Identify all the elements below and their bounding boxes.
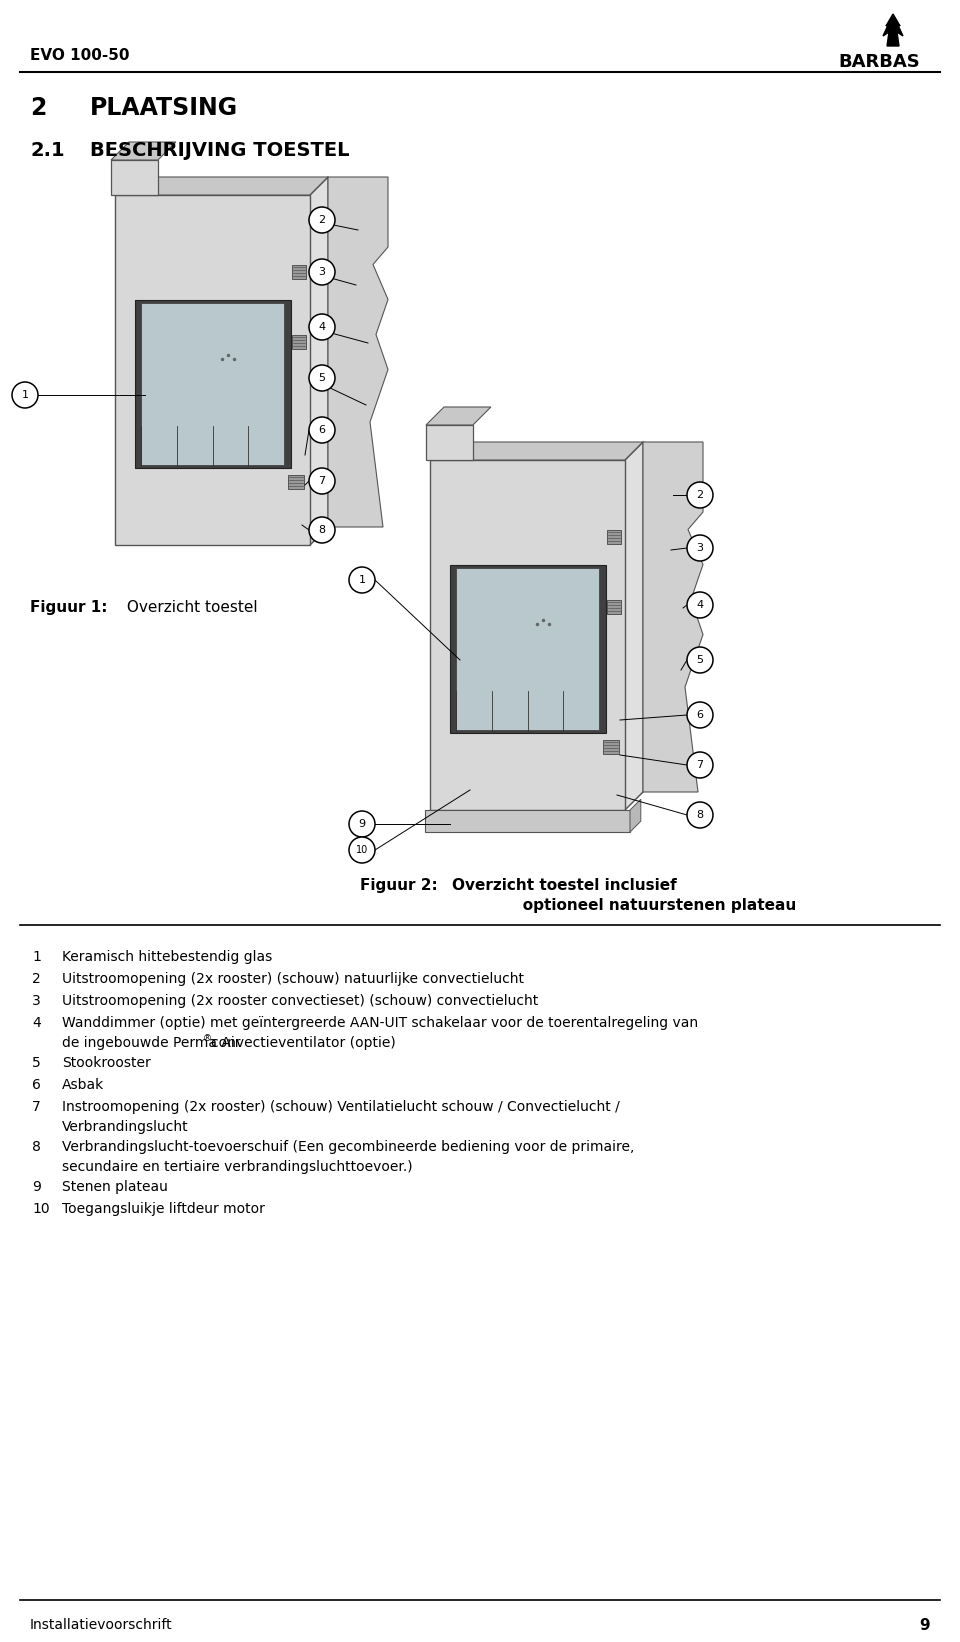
Polygon shape: [643, 442, 703, 791]
Text: 6: 6: [32, 1079, 41, 1092]
Text: 1: 1: [21, 391, 29, 401]
Text: Verbrandingslucht: Verbrandingslucht: [62, 1120, 188, 1135]
Circle shape: [12, 383, 38, 407]
FancyBboxPatch shape: [603, 741, 619, 754]
Text: 2.1: 2.1: [30, 141, 64, 159]
Text: 5: 5: [697, 655, 704, 665]
Text: 3: 3: [319, 268, 325, 277]
Text: Verbrandingslucht-toevoerschuif (Een gecombineerde bediening voor de primaire,: Verbrandingslucht-toevoerschuif (Een gec…: [62, 1140, 635, 1154]
FancyBboxPatch shape: [115, 195, 310, 545]
Text: PLAATSING: PLAATSING: [90, 95, 238, 120]
Circle shape: [309, 517, 335, 544]
Text: Uitstroomopening (2x rooster) (schouw) natuurlijke convectielucht: Uitstroomopening (2x rooster) (schouw) n…: [62, 972, 524, 985]
Text: Stenen plateau: Stenen plateau: [62, 1181, 168, 1194]
Circle shape: [687, 703, 713, 727]
Polygon shape: [625, 442, 643, 810]
Circle shape: [309, 365, 335, 391]
Text: Asbak: Asbak: [62, 1079, 105, 1092]
Text: Keramisch hittebestendig glas: Keramisch hittebestendig glas: [62, 951, 273, 964]
FancyBboxPatch shape: [607, 599, 621, 614]
Text: 5: 5: [319, 373, 325, 383]
Circle shape: [687, 752, 713, 778]
Text: 10: 10: [32, 1202, 50, 1217]
Text: EVO 100-50: EVO 100-50: [30, 48, 130, 62]
Text: Uitstroomopening (2x rooster convectieset) (schouw) convectielucht: Uitstroomopening (2x rooster convectiese…: [62, 993, 539, 1008]
Text: 7: 7: [32, 1100, 40, 1113]
FancyBboxPatch shape: [430, 460, 625, 810]
Text: Overzicht toestel inclusief: Overzicht toestel inclusief: [452, 878, 677, 893]
Text: 8: 8: [32, 1140, 41, 1154]
FancyBboxPatch shape: [607, 530, 621, 544]
Polygon shape: [630, 800, 641, 832]
Polygon shape: [426, 425, 473, 460]
FancyBboxPatch shape: [292, 335, 306, 350]
Circle shape: [309, 259, 335, 286]
Text: 2: 2: [30, 95, 46, 120]
Text: 2: 2: [696, 489, 704, 501]
Polygon shape: [310, 177, 328, 545]
Text: Stookrooster: Stookrooster: [62, 1056, 151, 1071]
Circle shape: [349, 837, 375, 864]
Circle shape: [687, 535, 713, 562]
Circle shape: [309, 417, 335, 443]
Text: 1: 1: [32, 951, 41, 964]
Circle shape: [687, 647, 713, 673]
Circle shape: [687, 801, 713, 828]
Text: 2: 2: [319, 215, 325, 225]
FancyBboxPatch shape: [456, 568, 599, 731]
Text: de ingebouwde Perma Air: de ingebouwde Perma Air: [62, 1036, 245, 1049]
Circle shape: [687, 593, 713, 617]
Text: Instroomopening (2x rooster) (schouw) Ventilatielucht schouw / Convectielucht /: Instroomopening (2x rooster) (schouw) Ve…: [62, 1100, 620, 1113]
Text: 7: 7: [696, 760, 704, 770]
Polygon shape: [115, 177, 328, 195]
Text: 5: 5: [32, 1056, 40, 1071]
Circle shape: [687, 483, 713, 507]
Text: Overzicht toestel: Overzicht toestel: [122, 599, 257, 616]
Text: 3: 3: [697, 544, 704, 553]
Text: 9: 9: [358, 819, 366, 829]
Text: 2: 2: [32, 972, 40, 985]
Text: 3: 3: [32, 993, 40, 1008]
Polygon shape: [883, 15, 903, 46]
Text: Figuur 2:: Figuur 2:: [360, 878, 438, 893]
Text: BESCHRIJVING TOESTEL: BESCHRIJVING TOESTEL: [90, 141, 349, 159]
Text: 4: 4: [32, 1016, 40, 1030]
FancyBboxPatch shape: [288, 475, 304, 489]
Text: optioneel natuurstenen plateau: optioneel natuurstenen plateau: [360, 898, 796, 913]
FancyBboxPatch shape: [292, 264, 306, 279]
Polygon shape: [111, 141, 176, 159]
Polygon shape: [430, 442, 643, 460]
Text: Wanddimmer (optie) met geïntergreerde AAN-UIT schakelaar voor de toerentalregeli: Wanddimmer (optie) met geïntergreerde AA…: [62, 1016, 698, 1030]
Text: ®: ®: [203, 1034, 211, 1043]
Text: 7: 7: [319, 476, 325, 486]
FancyBboxPatch shape: [141, 304, 284, 465]
Polygon shape: [426, 407, 491, 425]
Text: 4: 4: [696, 599, 704, 609]
Text: BARBAS: BARBAS: [838, 53, 920, 71]
FancyBboxPatch shape: [425, 810, 630, 832]
Text: Toegangsluikje liftdeur motor: Toegangsluikje liftdeur motor: [62, 1202, 265, 1217]
Text: Installatievoorschrift: Installatievoorschrift: [30, 1617, 173, 1632]
Text: 8: 8: [319, 525, 325, 535]
Text: 9: 9: [32, 1181, 41, 1194]
Text: 8: 8: [696, 810, 704, 819]
Text: 1: 1: [358, 575, 366, 585]
Circle shape: [309, 468, 335, 494]
Circle shape: [309, 314, 335, 340]
Text: convectieventilator (optie): convectieventilator (optie): [211, 1036, 396, 1049]
Text: 10: 10: [356, 846, 368, 855]
Circle shape: [349, 811, 375, 837]
Circle shape: [309, 207, 335, 233]
FancyBboxPatch shape: [449, 565, 606, 732]
Text: 6: 6: [319, 425, 325, 435]
Polygon shape: [111, 159, 157, 195]
Text: 6: 6: [697, 709, 704, 719]
Polygon shape: [328, 177, 388, 527]
FancyBboxPatch shape: [134, 300, 291, 468]
Text: 9: 9: [920, 1617, 930, 1632]
Text: Figuur 1:: Figuur 1:: [30, 599, 108, 616]
Text: 4: 4: [319, 322, 325, 332]
Circle shape: [349, 566, 375, 593]
Text: secundaire en tertiaire verbrandingsluchttoevoer.): secundaire en tertiaire verbrandingsluch…: [62, 1159, 413, 1174]
